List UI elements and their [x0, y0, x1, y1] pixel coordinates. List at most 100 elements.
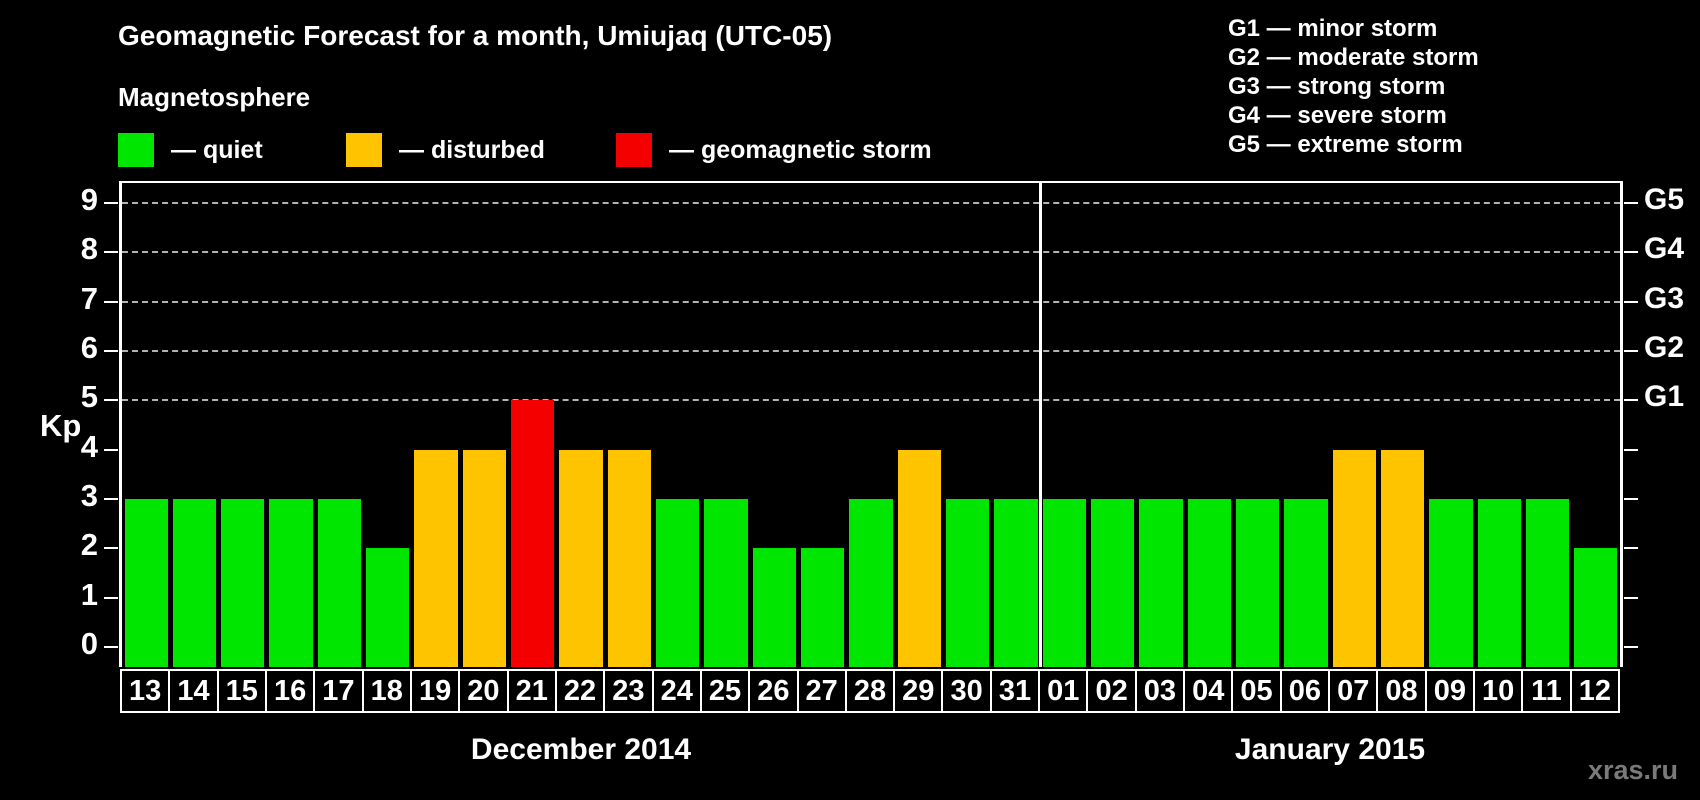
bar-day-04: [1187, 499, 1231, 667]
day-label-24: 24: [651, 669, 702, 713]
axis-left: [119, 181, 122, 667]
grid-line-kp8: [122, 251, 1620, 254]
bar-day-14: [172, 499, 217, 667]
bar-day-05: [1235, 499, 1280, 667]
grid-line-kp9: [122, 201, 1620, 204]
storm-color-swatch: [616, 133, 652, 167]
day-label-29: 29: [893, 669, 944, 713]
g5-legend-line: G5 — extreme storm: [1228, 131, 1463, 158]
g1-legend-line: G1 — minor storm: [1228, 15, 1438, 42]
right-tick-kp9: [1624, 201, 1638, 204]
disturbed-color-swatch: [346, 133, 382, 167]
right-tick-kp4: [1624, 448, 1638, 451]
plot-area: [122, 183, 1620, 667]
bar-day-29: [897, 449, 941, 667]
day-label-11: 11: [1521, 669, 1572, 713]
bar-day-30: [945, 499, 990, 667]
y-axis-title-kp: Kp: [40, 408, 82, 443]
bar-day-08: [1380, 449, 1425, 667]
legend-label-quiet: — quiet: [171, 135, 263, 164]
g-scale-label-g3: G3: [1644, 281, 1685, 315]
bar-day-02: [1090, 499, 1135, 667]
day-label-20: 20: [458, 669, 509, 713]
day-label-17: 17: [313, 669, 364, 713]
day-label-18: 18: [361, 669, 412, 713]
bar-day-31: [994, 499, 1038, 667]
day-label-12: 12: [1569, 669, 1620, 713]
day-label-28: 28: [844, 669, 896, 713]
y-tick-label-0: 0: [80, 626, 98, 662]
y-tick-label-7: 7: [80, 280, 98, 316]
day-label-14: 14: [168, 669, 219, 713]
left-tick-kp5: [104, 399, 118, 402]
chart-title: Geomagnetic Forecast for a month, Umiuja…: [118, 20, 833, 51]
grid-line-kp5: [122, 399, 1620, 402]
bar-day-21: [511, 400, 555, 667]
magnetosphere-subtitle: Magnetosphere: [118, 82, 311, 112]
legend-label-disturbed: — disturbed: [399, 135, 545, 164]
bar-day-13: [124, 499, 168, 667]
bar-day-12: [1574, 548, 1618, 667]
quiet-color-swatch: [118, 133, 154, 167]
left-tick-kp2: [104, 547, 118, 550]
bar-day-16: [269, 499, 313, 667]
day-label-05: 05: [1231, 669, 1282, 713]
y-tick-label-1: 1: [80, 576, 98, 612]
right-tick-kp1: [1624, 596, 1638, 599]
bar-day-07: [1332, 449, 1376, 667]
y-tick-label-5: 5: [80, 379, 98, 415]
right-tick-kp5: [1624, 399, 1638, 402]
bar-day-22: [559, 449, 603, 667]
bar-day-01: [1042, 499, 1086, 667]
bar-day-20: [462, 449, 507, 667]
right-tick-kp2: [1624, 547, 1638, 550]
day-label-07: 07: [1328, 669, 1379, 713]
day-label-02: 02: [1086, 669, 1137, 713]
g-scale-label-g5: G5: [1644, 182, 1685, 216]
right-tick-kp6: [1624, 349, 1638, 352]
right-tick-kp3: [1624, 498, 1638, 501]
day-label-09: 09: [1424, 669, 1476, 713]
day-label-03: 03: [1134, 669, 1186, 713]
g2-legend-line: G2 — moderate storm: [1228, 44, 1479, 71]
day-label-15: 15: [216, 669, 267, 713]
bar-day-23: [607, 449, 652, 667]
left-tick-kp7: [104, 300, 118, 303]
day-label-31: 31: [989, 669, 1041, 713]
bar-day-28: [849, 499, 893, 667]
bar-day-17: [317, 499, 362, 667]
g-scale-label-g1: G1: [1644, 380, 1685, 414]
day-label-08: 08: [1376, 669, 1427, 713]
day-label-04: 04: [1183, 669, 1234, 713]
bar-day-19: [414, 449, 458, 667]
grid-line-kp7: [122, 300, 1620, 303]
day-label-30: 30: [941, 669, 992, 713]
grid-line-kp6: [122, 349, 1620, 352]
bar-day-25: [704, 499, 748, 667]
day-label-06: 06: [1279, 669, 1331, 713]
g4-legend-line: G4 — severe storm: [1228, 102, 1447, 129]
right-tick-kp0: [1624, 646, 1638, 649]
bar-day-11: [1525, 499, 1570, 667]
bar-day-24: [656, 499, 700, 667]
g-scale-label-g4: G4: [1644, 232, 1685, 266]
legend-item-disturbed: — disturbed: [346, 130, 545, 170]
day-label-01: 01: [1038, 669, 1089, 713]
y-tick-label-4: 4: [80, 428, 98, 464]
day-label-21: 21: [506, 669, 557, 713]
watermark-xras-ru: xras.ru: [1587, 755, 1678, 785]
g3-legend-line: G3 — strong storm: [1228, 73, 1446, 100]
bar-day-03: [1139, 499, 1183, 667]
right-tick-kp8: [1624, 251, 1638, 254]
axis-top: [119, 181, 1623, 183]
legend-item-geomagnetic-storm: — geomagnetic storm: [616, 130, 932, 170]
month-separator: [1038, 183, 1042, 667]
left-tick-kp6: [104, 349, 118, 352]
g-scale-label-g2: G2: [1644, 330, 1685, 364]
day-label-23: 23: [603, 669, 654, 713]
day-label-16: 16: [264, 669, 316, 713]
left-tick-kp9: [104, 201, 118, 204]
day-label-22: 22: [554, 669, 606, 713]
legend-item-quiet: — quiet: [118, 130, 263, 170]
y-tick-label-3: 3: [80, 478, 98, 514]
